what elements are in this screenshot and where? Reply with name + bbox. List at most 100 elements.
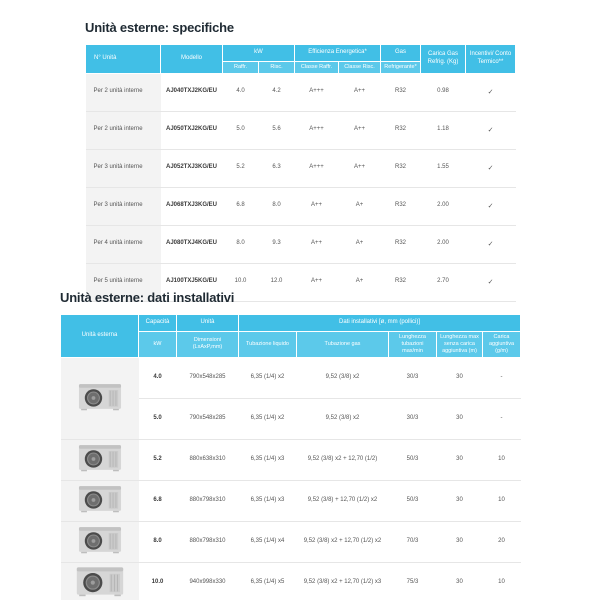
- cell-classe-risc: A++: [338, 111, 381, 150]
- cell-tubazione-gas: 9,52 (3/8) x2 + 12,70 (1/2) x3: [296, 562, 389, 600]
- page-title: Unità esterne: specifiche: [85, 20, 234, 35]
- cell-capacita-kw: 5.0: [138, 398, 177, 440]
- cell-kw-raffr: 5.0: [222, 111, 259, 150]
- cell-tubazione-liquido: 6,35 (1/4) x4: [238, 521, 297, 563]
- check-icon: ✓: [465, 263, 516, 302]
- col-header-n-unita: N° Unità: [85, 44, 161, 74]
- col-subheader-kw: kW: [138, 331, 177, 358]
- col-subheader-tubazione-gas: Tubazione gas: [296, 331, 389, 358]
- cell-tubazione-gas: 9,52 (3/8) x2 + 12,70 (1/2) x2: [296, 521, 389, 563]
- cell-lunghezza-tubazioni: 75/3: [388, 562, 437, 600]
- table-row: 8.0 880x798x310 6,35 (1/4) x4 9,52 (3/8) x2…: [60, 521, 521, 563]
- cell-carica-gas: 2.00: [420, 187, 466, 226]
- cell-kw-risc: 12.0: [258, 263, 295, 302]
- cell-classe-risc: A++: [338, 73, 381, 112]
- col-subheader-refrigerante: Refrigerante*: [380, 61, 422, 74]
- cell-dimensioni: 880x798x310: [176, 480, 239, 522]
- col-header-incentivi: Incentivi/ Conto Termico**: [465, 44, 517, 74]
- cell-tubazione-liquido: 6,35 (1/4) x3: [238, 480, 297, 522]
- cell-modello: AJ100TXJ5KG/EU: [160, 263, 223, 302]
- col-group-unita: Unità: [176, 314, 239, 332]
- cell-classe-raffr: A++: [294, 187, 339, 226]
- cell-carica-aggiuntiva: 10: [482, 439, 521, 481]
- table-row: 6.8 880x798x310 6,35 (1/4) x3 9,52 (3/8) + …: [60, 480, 521, 522]
- table-row: Per 3 unità interne AJ052TXJ3KG/EU 5.2 6.3 A…: [85, 149, 516, 188]
- cell-capacita-kw: 6.8: [138, 480, 177, 522]
- unit-photo-cell: [60, 521, 139, 563]
- cell-capacita-kw: 10.0: [138, 562, 177, 600]
- cell-classe-risc: A+: [338, 225, 381, 264]
- col-group-dati-installativi: Dati installativi [ø, mm (pollici)]: [238, 314, 521, 332]
- cell-kw-raffr: 6.8: [222, 187, 259, 226]
- unit-photo-cell: [60, 562, 139, 600]
- cell-n-unita: Per 2 unità interne: [85, 73, 161, 112]
- cell-carica-aggiuntiva: 20: [482, 521, 521, 563]
- cell-tubazione-liquido: 6,35 (1/4) x2: [238, 357, 297, 399]
- cell-classe-raffr: A+++: [294, 111, 339, 150]
- table-row: Per 2 unità interne AJ050TXJ2KG/EU 5.0 5.6 A…: [85, 111, 516, 150]
- cell-lunghezza-max: 30: [436, 562, 483, 600]
- unit-photo-cell: [60, 357, 139, 440]
- cell-dimensioni: 880x798x310: [176, 521, 239, 563]
- cell-lunghezza-max: 30: [436, 357, 483, 399]
- col-subheader-lunghezza-tubazioni: Lunghezza tubazioni max/min: [388, 331, 437, 358]
- cell-lunghezza-tubazioni: 70/3: [388, 521, 437, 563]
- col-subheader-risc: Risc.: [257, 61, 296, 74]
- cell-dimensioni: 790x548x285: [176, 398, 239, 440]
- cell-carica-aggiuntiva: -: [482, 398, 521, 440]
- cell-modello: AJ052TXJ3KG/EU: [160, 149, 223, 188]
- cell-tubazione-liquido: 6,35 (1/4) x5: [238, 562, 297, 600]
- cell-n-unita: Per 3 unità interne: [85, 187, 161, 226]
- col-group-capacita: Capacità: [138, 314, 177, 332]
- cell-gas-refrigerante: R32: [380, 263, 421, 302]
- col-group-gas: Gas: [380, 44, 422, 62]
- page-title-2: Unità esterne: dati installativi: [60, 290, 235, 305]
- cell-gas-refrigerante: R32: [380, 225, 421, 264]
- cell-carica-aggiuntiva: 10: [482, 562, 521, 600]
- cell-tubazione-gas: 9,52 (3/8) x2 + 12,70 (1/2): [296, 439, 389, 481]
- check-icon: ✓: [465, 187, 516, 226]
- cell-n-unita: Per 2 unità interne: [85, 111, 161, 150]
- cell-gas-refrigerante: R32: [380, 73, 421, 112]
- outdoor-unit-photo: [78, 484, 122, 513]
- cell-gas-refrigerante: R32: [380, 149, 421, 188]
- cell-dimensioni: 790x548x285: [176, 357, 239, 399]
- cell-carica-gas: 1.18: [420, 111, 466, 150]
- cell-classe-risc: A++: [338, 149, 381, 188]
- cell-lunghezza-tubazioni: 50/3: [388, 439, 437, 481]
- col-header-carica-gas: Carica Gas Refrig. (Kg): [420, 44, 467, 74]
- cell-kw-risc: 8.0: [258, 187, 295, 226]
- cell-carica-gas: 2.70: [420, 263, 466, 302]
- check-icon: ✓: [465, 149, 516, 188]
- unit-photo-cell: [60, 439, 139, 481]
- cell-carica-gas: 2.00: [420, 225, 466, 264]
- cell-classe-raffr: A+++: [294, 149, 339, 188]
- col-subheader-lunghezza-max: Lunghezza max senza carica aggiuntiva (m…: [436, 331, 483, 358]
- cell-kw-raffr: 8.0: [222, 225, 259, 264]
- outdoor-unit-photo: [78, 443, 122, 472]
- col-header-unita-esterna: Unità esterna: [60, 314, 139, 358]
- col-subheader-raffr: Raffr.: [222, 61, 259, 74]
- cell-tubazione-gas: 9,52 (3/8) x2: [296, 398, 389, 440]
- cell-lunghezza-tubazioni: 30/3: [388, 398, 437, 440]
- table-row: Per 2 unità interne AJ040TXJ2KG/EU 4.0 4.2 A…: [85, 73, 516, 112]
- cell-lunghezza-max: 30: [436, 480, 483, 522]
- cell-lunghezza-max: 30: [436, 398, 483, 440]
- cell-n-unita: Per 3 unità interne: [85, 149, 161, 188]
- table-row: 4.0 790x548x285 6,35 (1/4) x2 9,52 (3/8) x2…: [60, 357, 521, 440]
- cell-carica-aggiuntiva: 10: [482, 480, 521, 522]
- cell-n-unita: Per 5 unità interne: [85, 263, 161, 302]
- cell-classe-raffr: A++: [294, 263, 339, 302]
- outdoor-unit-photo: [78, 525, 122, 554]
- col-group-kw: kW: [221, 44, 296, 62]
- table-row: 5.0 790x548x285 6,35 (1/4) x2 9,52 (3/8) x2…: [61, 398, 521, 440]
- cell-modello: AJ068TXJ3KG/EU: [160, 187, 223, 226]
- cell-kw-raffr: 10.0: [222, 263, 259, 302]
- table-row: Per 5 unità interne AJ100TXJ5KG/EU 10.0 12.…: [85, 263, 516, 302]
- col-subheader-carica-aggiuntiva: Carica aggiuntiva (g/m): [482, 331, 521, 358]
- specs-table: N° Unità Modello kW Efficienza Energetic…: [85, 44, 517, 302]
- cell-n-unita: Per 4 unità interne: [85, 225, 161, 264]
- check-icon: ✓: [465, 73, 516, 112]
- outdoor-unit-photo: [78, 382, 122, 411]
- section-specifiche: Unità esterne: specifiche N° Unità Model…: [85, 20, 517, 302]
